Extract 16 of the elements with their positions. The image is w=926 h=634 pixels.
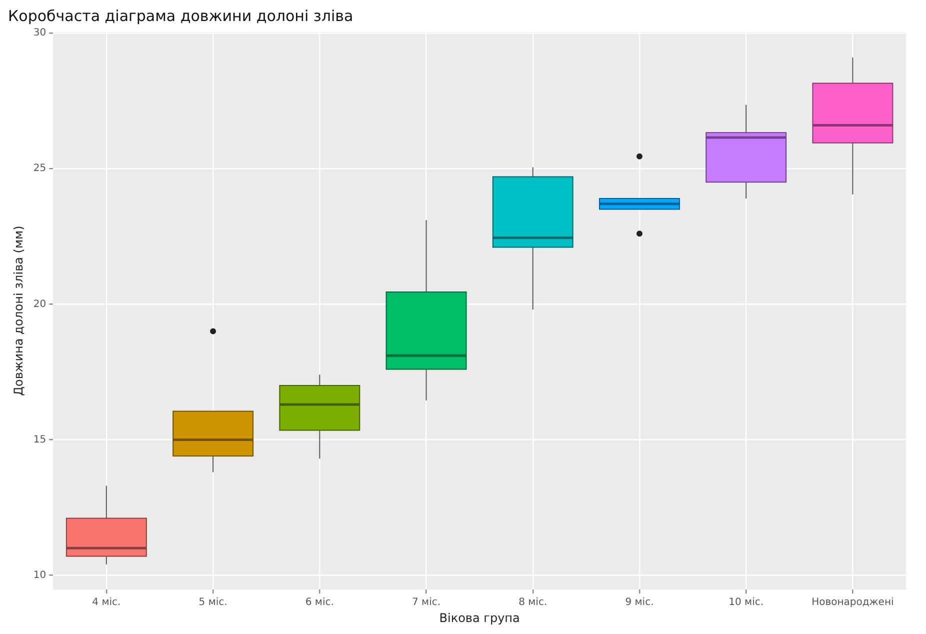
x-tick-label: 4 міс. [92,597,121,608]
y-tick-label: 20 [33,298,46,310]
x-tick-label: Новонароджені [812,597,894,608]
y-tick-label: 15 [33,434,46,446]
y-axis-title: Довжина долоні зліва (мм) [11,226,26,396]
x-tick-label: 9 міс. [625,597,654,608]
x-axis-title: Вікова група [439,610,520,625]
x-tick-label: 7 міс. [412,597,441,608]
x-tick-label: 10 міс. [728,597,764,608]
y-tick-label: 30 [33,28,46,39]
x-tick-label: 6 міс. [305,597,334,608]
x-tick-label: 5 міс. [198,597,228,608]
y-tick-label: 10 [33,570,46,581]
x-tick-label: 8 міс. [518,597,548,608]
chart-title: Коробчаста діаграма довжини долоні зліва [8,6,354,25]
y-tick-label: 25 [33,163,46,174]
